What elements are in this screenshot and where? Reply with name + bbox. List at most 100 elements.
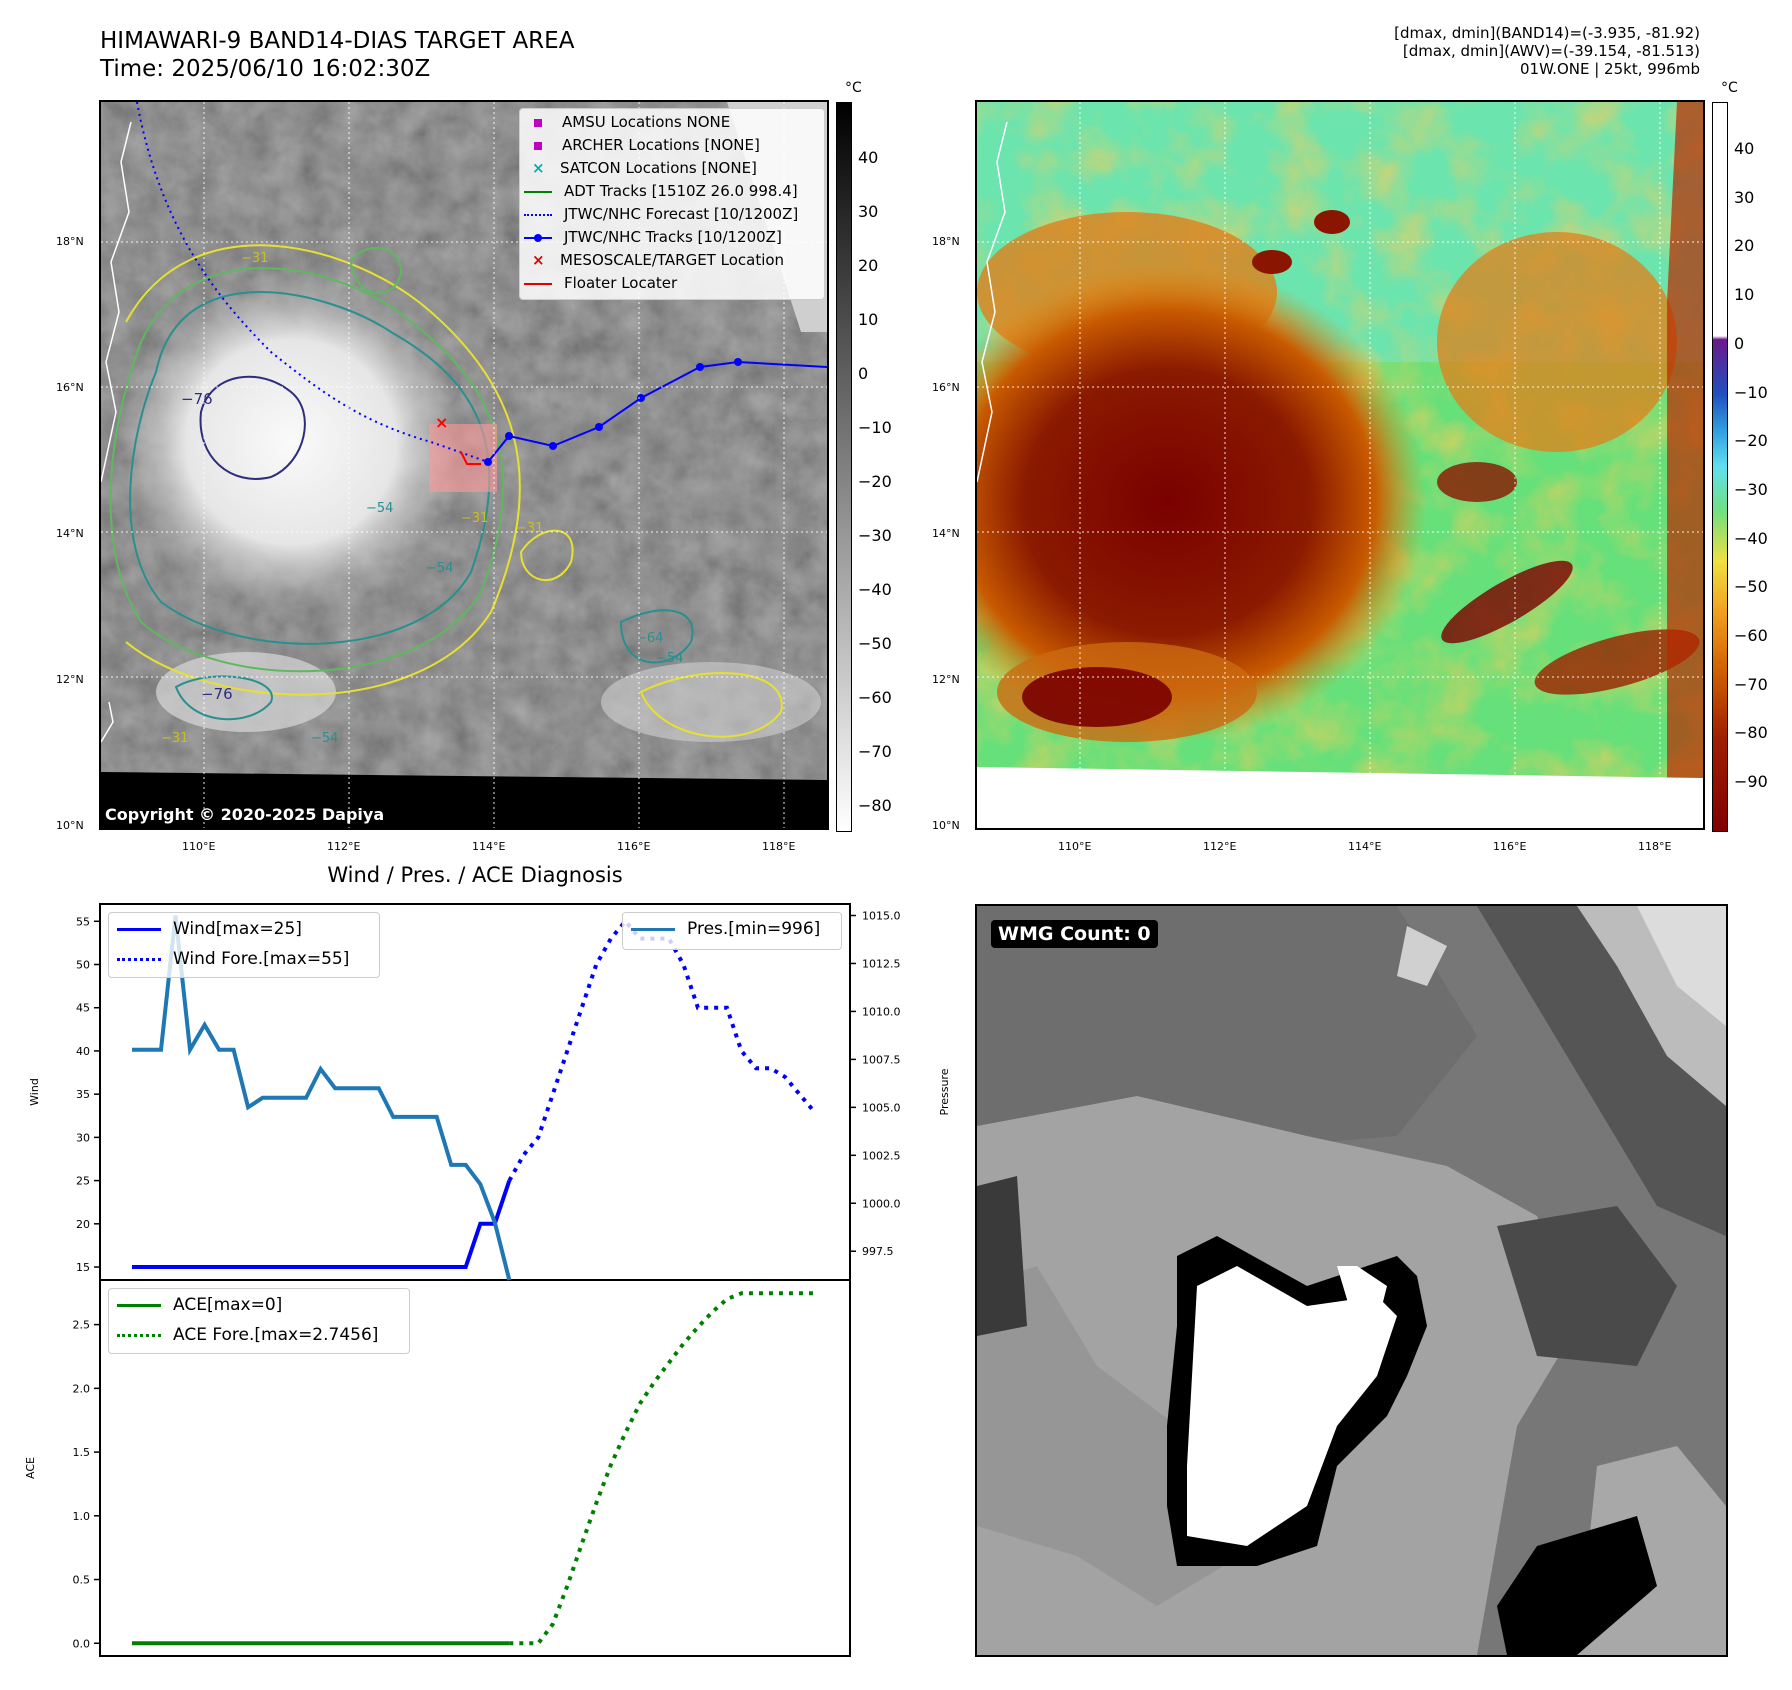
colorbar-tick: 10 [1734, 285, 1755, 304]
x-marker-icon: × [532, 159, 545, 177]
title-line-1: HIMAWARI-9 BAND14-DIAS TARGET AREA [100, 28, 575, 54]
wind-series-line [132, 1179, 512, 1269]
lon-label: 118°E [1638, 840, 1672, 853]
colorbar-tick: 0 [858, 364, 869, 383]
line-marker-icon [524, 190, 552, 193]
lon-label: 116°E [617, 840, 651, 853]
legend-item: ACE[max=0] [109, 1295, 282, 1315]
lon-label: 114°E [472, 840, 506, 853]
contour-label: −76 [181, 390, 213, 408]
graticule [977, 102, 1703, 828]
lat-label: 10°N [932, 819, 960, 832]
axis-tick-label: 1012.5 [862, 957, 901, 970]
dotted-line-icon [117, 1333, 161, 1337]
colorbar-tick: −50 [858, 634, 892, 653]
square-marker-icon [534, 142, 542, 150]
lat-label: 16°N [56, 381, 84, 394]
coastline [977, 121, 1008, 483]
legend-item: ACE Fore.[max=2.7456] [109, 1325, 378, 1345]
lat-label: 10°N [56, 819, 84, 832]
colorbar-tick: −70 [1734, 675, 1768, 694]
best-track-points [484, 358, 742, 466]
ir-colorbar-unit: °C [845, 80, 862, 96]
colorbar-tick: −80 [858, 796, 892, 815]
forecast-track-line [136, 102, 489, 463]
lon-label: 116°E [1493, 840, 1527, 853]
awv-colorbar-unit: °C [1721, 80, 1738, 96]
ace-legend: ACE[max=0] ACE Fore.[max=2.7456] [108, 1288, 410, 1354]
wmg-image [977, 906, 1726, 1655]
colorbar-tick: −60 [858, 688, 892, 707]
ace-forecast-series-line [509, 1291, 814, 1646]
axis-tick-label: 997.5 [862, 1245, 894, 1258]
x-marker-icon: × [532, 251, 545, 269]
best-track-line [487, 360, 827, 463]
legend-item: × MESOSCALE/TARGET Location [532, 251, 785, 269]
square-marker-icon [534, 119, 542, 127]
target-location-marker: × [435, 413, 448, 432]
line-marker-icon [524, 282, 552, 285]
lat-label: 12°N [932, 673, 960, 686]
dotted-line-icon [117, 957, 161, 961]
colorbar-tick: 10 [858, 310, 879, 329]
axis-tick-label: 1015.0 [862, 910, 901, 923]
ace-chart-frame [99, 1279, 851, 1657]
lon-label: 110°E [182, 840, 216, 853]
no-data-region [977, 767, 1703, 828]
legend-item: JTWC/NHC Forecast [10/1200Z] [520, 205, 798, 223]
legend-item: Wind Fore.[max=55] [109, 949, 349, 969]
lon-label: 112°E [1203, 840, 1237, 853]
copyright-text: Copyright © 2020-2025 Dapiya [105, 805, 385, 824]
lat-label: 18°N [932, 235, 960, 248]
axis-tick-label: 2.5 [73, 1319, 91, 1332]
awv-map-image [977, 102, 1703, 828]
axis-tick-label: 1010.0 [862, 1005, 901, 1018]
ir-map-panel: −76 −76 −54 −54 −54 −64 −31 −31 −31 −31 … [99, 100, 829, 830]
awv-map-panel [975, 100, 1705, 830]
pressure-axis-label: Pressure [938, 1068, 951, 1115]
line-dot-icon [524, 233, 552, 242]
colorbar-tick: −20 [1734, 431, 1768, 450]
lon-label: 112°E [327, 840, 361, 853]
colorbar-tick: 30 [858, 202, 879, 221]
legend-item: AMSU Locations NONE [520, 113, 730, 131]
colorbar-tick: −50 [1734, 577, 1768, 596]
axis-tick-label: 50 [76, 959, 90, 972]
axis-tick-label: 1007.5 [862, 1053, 901, 1066]
wmg-white-core [1187, 1266, 1397, 1546]
legend-item: × SATCON Locations [NONE] [532, 159, 757, 177]
axis-tick-label: 30 [76, 1131, 90, 1144]
lat-label: 14°N [932, 527, 960, 540]
info-line-2: [dmax, dmin](AWV)=(-39.154, -81.513) [1402, 42, 1700, 60]
legend-item: Floater Locater [520, 274, 677, 292]
line-marker-icon [117, 927, 161, 931]
info-block: [dmax, dmin](BAND14)=(-3.935, -81.92) [d… [1394, 24, 1700, 78]
colorbar-tick: 40 [1734, 139, 1755, 158]
lat-label: 12°N [56, 673, 84, 686]
legend-item: Pres.[min=996] [623, 919, 820, 939]
contour-label: −76 [201, 685, 233, 703]
lat-label: 16°N [932, 381, 960, 394]
legend-item: Wind[max=25] [109, 919, 302, 939]
dotted-line-icon [524, 213, 552, 216]
lon-label: 114°E [1348, 840, 1382, 853]
colorbar-tick: −20 [858, 472, 892, 491]
pressure-legend: Pres.[min=996] [622, 912, 842, 950]
lat-label: 18°N [56, 235, 84, 248]
info-line-3: 01W.ONE | 25kt, 996mb [1519, 60, 1700, 78]
ir-colorbar [836, 102, 852, 832]
awv-colorbar [1712, 102, 1728, 832]
colorbar-tick: 20 [1734, 236, 1755, 255]
wind-forecast-series-line [507, 918, 816, 1182]
figure-title: HIMAWARI-9 BAND14-DIAS TARGET AREA Time:… [100, 27, 574, 83]
floater-locater-line [460, 451, 481, 465]
legend-item: ARCHER Locations [NONE] [520, 136, 760, 154]
contour-label: −54 [656, 651, 683, 666]
wind-axis-label: Wind [28, 1078, 41, 1106]
contour-label: −54 [366, 501, 393, 516]
coastline [101, 121, 132, 483]
axis-tick-label: 1005.0 [862, 1101, 901, 1114]
axis-tick-label: 20 [76, 1218, 90, 1231]
wmg-panel: WMG Count: 0 [975, 904, 1728, 1657]
contour-label: −31 [461, 511, 488, 526]
